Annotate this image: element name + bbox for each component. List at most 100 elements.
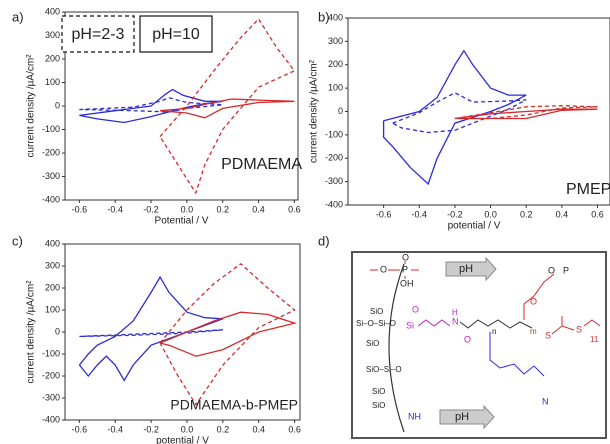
x-tick-label: -0.4: [107, 424, 123, 434]
y-tick-label: -100: [42, 124, 60, 134]
y-tick-label: -100: [42, 348, 60, 358]
x-tick-label: -0.4: [412, 209, 428, 219]
x-tick-label: 0.6: [591, 209, 604, 219]
y-tick-label: -200: [325, 153, 343, 163]
x-tick-label: 0.2: [217, 424, 230, 434]
ph-arrow: [439, 404, 495, 430]
x-tick-label: 0.6: [288, 424, 301, 434]
y-tick-label: 300: [328, 36, 343, 46]
y-tick-label: 100: [45, 77, 60, 87]
diagram-text: O: [402, 252, 409, 262]
x-tick-label: -0.2: [447, 209, 463, 219]
diagram-text: OH: [400, 278, 414, 288]
y-tick-label: -400: [325, 199, 343, 209]
annotation: PMEP: [566, 181, 610, 198]
diagram-text: O: [530, 296, 537, 306]
diagram-text: SiO: [372, 387, 385, 396]
plot-frame: [347, 17, 610, 206]
cv-curve: [79, 97, 223, 113]
x-tick-label: -0.2: [143, 204, 159, 214]
diagram-text: N: [452, 316, 459, 326]
x-axis-label: potential / V: [156, 436, 209, 444]
x-tick-label: 0.4: [252, 204, 265, 214]
backbone: [459, 319, 533, 329]
diagram-text: P: [402, 264, 408, 274]
y-tick-label: -200: [42, 147, 60, 157]
y-tick-label: 300: [45, 30, 60, 40]
y-tick-label: 400: [45, 238, 60, 248]
y-axis-label: current density /µA/cm²: [26, 54, 37, 158]
cv-curve: [159, 311, 297, 357]
bond: [417, 319, 451, 327]
x-tick-label: 0.6: [288, 204, 301, 214]
cv-curve: [159, 262, 296, 406]
legend-box: [139, 15, 213, 53]
x-axis-label: potential / V: [448, 221, 501, 232]
y-tick-label: 0: [338, 106, 343, 116]
diagram-text: 11: [590, 335, 599, 344]
diagram-text: NH: [408, 411, 421, 421]
diagram-text: n: [492, 327, 496, 336]
annotation: PDMAEMA: [221, 156, 302, 173]
bond: [489, 332, 545, 377]
cv-curve: [392, 92, 527, 134]
chart-panel: -0.6 -0.4 -0.2 0.0 0.2 0.4 0.6 -400 -300 -200 -100…: [12, 233, 301, 444]
surface-arc: [388, 263, 405, 433]
cv-curve: [159, 98, 295, 119]
cv-curve: [454, 108, 598, 120]
diagram-text: m: [530, 327, 537, 336]
y-tick-label: 100: [45, 304, 60, 314]
diagram-frame: [351, 251, 607, 439]
ph-arrow: [445, 256, 497, 282]
y-tick-label: 200: [45, 282, 60, 292]
diagram-text: O: [464, 334, 471, 344]
x-tick-label: 0.0: [181, 424, 194, 434]
x-tick-label: -0.6: [72, 204, 88, 214]
y-tick-label: 400: [45, 6, 60, 16]
cv-curve: [79, 329, 223, 338]
y-tick-label: 0: [55, 326, 60, 336]
legend-label: pH=2-3: [72, 26, 125, 43]
diagram-text: S: [576, 324, 582, 334]
bond: [551, 316, 601, 335]
y-axis-label: current density /µA/cm²: [309, 59, 320, 163]
y-tick-label: -300: [42, 171, 60, 181]
diagram-text: O: [412, 304, 419, 314]
cv-curve: [79, 88, 223, 124]
x-tick-label: 0.0: [484, 209, 497, 219]
y-tick-label: -300: [42, 392, 60, 402]
panel-label: d): [318, 233, 330, 248]
cv-curve: [382, 49, 527, 186]
diagram-text: N: [542, 396, 549, 406]
diagram-text: O: [380, 264, 387, 274]
annotation: PDMAEMA-b-PMEP: [170, 397, 298, 413]
cv-curve: [159, 17, 296, 195]
y-tick-label: 400: [328, 12, 343, 22]
chart-panel: -0.6 -0.4 -0.2 0.0 0.2 0.4 0.6 -400 -300 -200 -100…: [309, 9, 610, 232]
x-tick-label: -0.6: [72, 424, 88, 434]
diagram-text: SiO: [372, 401, 385, 410]
y-tick-label: -400: [42, 414, 60, 424]
x-tick-label: 0.4: [556, 209, 569, 219]
diagram-text: O: [548, 265, 555, 275]
legend-box: [61, 15, 135, 53]
chart-panel: -0.6 -0.4 -0.2 0.0 0.2 0.4 0.6 -400 -300 -200 -100…: [12, 6, 302, 226]
bond: [370, 261, 419, 279]
panel-label: a): [12, 9, 24, 24]
diagram-text: P: [563, 265, 569, 275]
bond: [523, 273, 555, 320]
cv-curve: [454, 105, 598, 120]
diagram-text: Si: [406, 320, 414, 330]
y-tick-label: 200: [328, 59, 343, 69]
panel-label: c): [12, 233, 23, 248]
x-tick-label: 0.4: [252, 424, 265, 434]
x-tick-label: 0.0: [181, 204, 194, 214]
y-tick-label: 200: [45, 53, 60, 63]
x-tick-label: 0.2: [216, 204, 229, 214]
diagram-text: pH: [455, 411, 469, 423]
y-tick-label: -100: [325, 129, 343, 139]
y-tick-label: -300: [325, 176, 343, 186]
diagram-panel: d) pH pH O P OH O P O SiO Si–O–Si–O SiO …: [318, 233, 607, 439]
y-tick-label: -400: [42, 194, 60, 204]
